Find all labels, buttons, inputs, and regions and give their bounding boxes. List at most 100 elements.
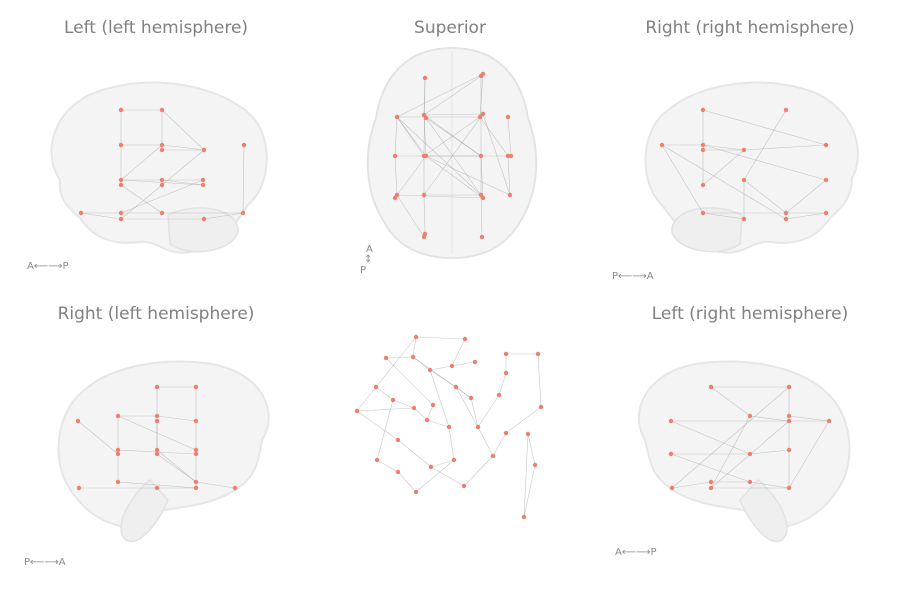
graph-node bbox=[394, 114, 400, 120]
graph-edge bbox=[376, 459, 399, 473]
graph-node bbox=[480, 71, 486, 77]
brain-view-right-rh bbox=[644, 81, 859, 254]
graph-node bbox=[411, 405, 417, 411]
graph-node bbox=[159, 210, 165, 216]
graph-node bbox=[410, 354, 416, 360]
graph-edge bbox=[396, 73, 484, 118]
graph-edge bbox=[156, 453, 197, 483]
graph-edge bbox=[425, 155, 511, 196]
brain-silhouette bbox=[57, 360, 270, 543]
graph-node bbox=[708, 384, 714, 390]
graph-edge bbox=[537, 353, 542, 408]
graph-node bbox=[538, 404, 544, 410]
graph-node bbox=[786, 384, 792, 390]
orientation-label: P⟵⟶A bbox=[24, 557, 66, 568]
graph-edge bbox=[527, 433, 536, 466]
graph-edge bbox=[492, 432, 507, 457]
graph-node bbox=[201, 216, 207, 222]
graph-node bbox=[75, 418, 81, 424]
graph-edge bbox=[415, 459, 455, 493]
graph-node bbox=[532, 462, 538, 468]
graph-node bbox=[395, 437, 401, 443]
graph-node bbox=[193, 447, 199, 453]
graph-edge bbox=[423, 113, 484, 196]
graph-edge bbox=[477, 394, 500, 428]
panel-title: Right (left hemisphere) bbox=[57, 304, 255, 324]
graph-edge bbox=[480, 155, 484, 199]
graph-edge bbox=[702, 149, 745, 186]
graph-node bbox=[446, 424, 452, 430]
graph-node bbox=[741, 177, 747, 183]
graph-node bbox=[423, 153, 429, 159]
graph-node bbox=[240, 210, 246, 216]
panel-right-right-hemisphere: Right (right hemisphere) P⟵⟶A bbox=[600, 0, 900, 300]
graph-node bbox=[783, 210, 789, 216]
graph-node bbox=[373, 384, 379, 390]
graph-edge bbox=[749, 449, 790, 455]
graph-node bbox=[78, 210, 84, 216]
graph-node bbox=[427, 367, 433, 373]
graph-node bbox=[115, 479, 121, 485]
graph-node bbox=[478, 153, 484, 159]
graph-node bbox=[823, 177, 829, 183]
graph-node bbox=[154, 451, 160, 457]
graph-node bbox=[475, 424, 481, 430]
graph-edge bbox=[785, 179, 827, 214]
graph-node bbox=[354, 408, 360, 414]
graph-node bbox=[430, 402, 436, 408]
orientation-label: A⟵⟶P bbox=[615, 547, 657, 558]
graph-edge bbox=[161, 109, 205, 151]
graph-node bbox=[392, 195, 398, 201]
panel-title: Superior bbox=[414, 18, 486, 38]
graph-edge bbox=[448, 426, 455, 461]
graph-edge bbox=[195, 481, 236, 489]
graph-node bbox=[424, 417, 430, 423]
graph-edge bbox=[482, 113, 511, 196]
graph-edge bbox=[671, 386, 790, 489]
graph-edge bbox=[749, 481, 790, 489]
graph-edge bbox=[480, 194, 483, 238]
graph-edge bbox=[785, 212, 827, 220]
graph-node bbox=[193, 418, 199, 424]
graph-edge bbox=[394, 116, 398, 157]
panel-superior: Superior A ↕ P bbox=[300, 0, 600, 300]
graph-edge bbox=[397, 439, 432, 468]
graph-edge bbox=[426, 419, 450, 428]
graph-edge bbox=[710, 415, 751, 489]
graph-edge bbox=[463, 455, 494, 487]
graph-edge bbox=[156, 449, 197, 483]
graph-node bbox=[115, 413, 121, 419]
graph-edge bbox=[425, 117, 482, 196]
graph-node bbox=[786, 447, 792, 453]
graph-node bbox=[659, 142, 665, 148]
graph-node bbox=[193, 485, 199, 491]
brain-silhouette bbox=[50, 81, 268, 254]
graph-node bbox=[783, 216, 789, 222]
graph-edge bbox=[507, 116, 512, 157]
graph-node bbox=[503, 370, 509, 376]
graph-node bbox=[428, 464, 434, 470]
graph-node bbox=[413, 334, 419, 340]
orientation-label: A⟵⟶P bbox=[27, 261, 69, 272]
graph-node bbox=[232, 485, 238, 491]
brain-view-left-lh bbox=[50, 81, 268, 254]
graph-node bbox=[823, 142, 829, 148]
graph-node bbox=[496, 392, 502, 398]
graph-edge bbox=[498, 372, 507, 396]
graph-node bbox=[472, 359, 478, 365]
graph-node bbox=[193, 384, 199, 390]
graph-edge bbox=[423, 75, 482, 116]
graph-node bbox=[525, 431, 531, 437]
graph-edge bbox=[412, 336, 417, 358]
graph-edge bbox=[430, 459, 455, 468]
graph-edge bbox=[702, 109, 827, 146]
graph-node bbox=[786, 485, 792, 491]
graph-edge bbox=[671, 481, 712, 489]
graph-edge bbox=[425, 155, 484, 199]
graph-edge bbox=[412, 356, 472, 399]
graph-edge bbox=[396, 194, 484, 199]
graph-edge bbox=[376, 399, 394, 461]
graph-node bbox=[786, 413, 792, 419]
graph-edge bbox=[120, 179, 204, 214]
graph-edge bbox=[80, 212, 122, 220]
